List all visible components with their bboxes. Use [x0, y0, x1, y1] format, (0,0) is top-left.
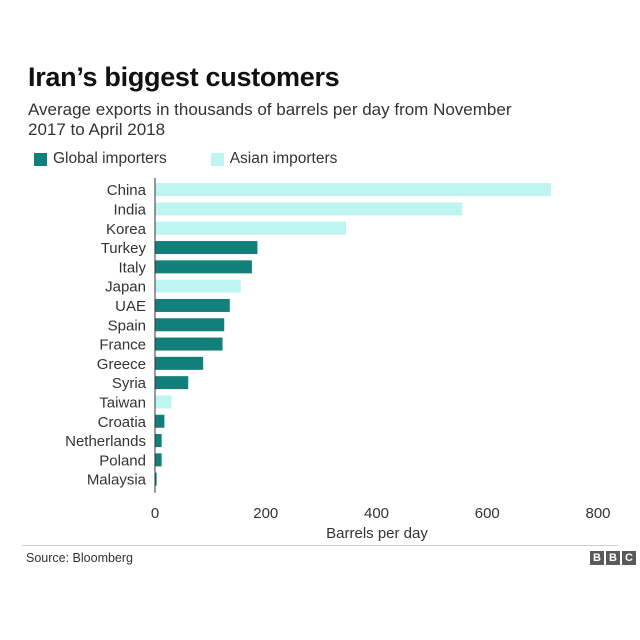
category-label: Syria — [112, 375, 147, 392]
legend: Global importers Asian importers — [34, 150, 381, 168]
category-label: UAE — [115, 298, 146, 315]
bar — [155, 183, 551, 197]
bar — [155, 472, 157, 486]
legend-swatch-asian — [210, 152, 224, 166]
chart-subtitle: Average exports in thousands of barrels … — [28, 100, 512, 139]
bar — [155, 298, 230, 312]
bar — [155, 356, 204, 370]
legend-swatch-global — [34, 152, 47, 166]
bar — [155, 414, 165, 428]
legend-label-global: Global importers — [53, 150, 167, 167]
x-tick-label: 0 — [151, 505, 159, 522]
category-label: Croatia — [98, 414, 147, 431]
bbc-logo: B B C — [588, 551, 636, 565]
category-label: Spain — [108, 317, 146, 334]
bbc-logo-letter: B — [590, 551, 604, 565]
bar — [155, 318, 225, 332]
bar — [155, 395, 172, 409]
category-label: Netherlands — [65, 433, 146, 450]
x-axis-title: Barrels per day — [326, 525, 428, 542]
category-label: China — [107, 182, 147, 199]
x-tick-label: 200 — [253, 505, 278, 522]
bar-chart: China India Korea Turkey Italy Japan UAE Spain F… — [65, 178, 611, 542]
category-label: Italy — [118, 259, 146, 276]
chart-title: Iran’s biggest customers — [28, 62, 340, 92]
legend-item-asian: Asian importers — [210, 150, 338, 168]
bbc-logo-letter: C — [622, 551, 636, 565]
category-label: Turkey — [101, 240, 147, 257]
category-label: Japan — [105, 279, 146, 296]
x-tick-label: 600 — [475, 505, 500, 522]
x-tick-label: 400 — [364, 505, 389, 522]
category-label: Malaysia — [87, 472, 147, 489]
footer-divider — [22, 545, 618, 546]
category-label: France — [99, 337, 146, 354]
category-label: Greece — [97, 356, 146, 373]
bar — [155, 337, 223, 351]
bar — [155, 202, 463, 216]
bar — [155, 221, 347, 235]
x-tick-label: 800 — [585, 505, 610, 522]
source-note: Source: Bloomberg — [26, 551, 134, 565]
bbc-logo-letter: B — [606, 551, 620, 565]
legend-item-global: Global importers — [34, 150, 167, 168]
bar — [155, 434, 162, 448]
legend-label-asian: Asian importers — [229, 150, 338, 167]
bar — [155, 376, 189, 390]
bar — [155, 260, 252, 274]
bar — [155, 279, 241, 293]
bar — [155, 453, 162, 467]
bar — [155, 241, 258, 255]
category-label: Taiwan — [99, 394, 146, 411]
category-label: Korea — [106, 221, 147, 238]
category-label: India — [113, 201, 146, 218]
category-label: Poland — [99, 452, 146, 469]
